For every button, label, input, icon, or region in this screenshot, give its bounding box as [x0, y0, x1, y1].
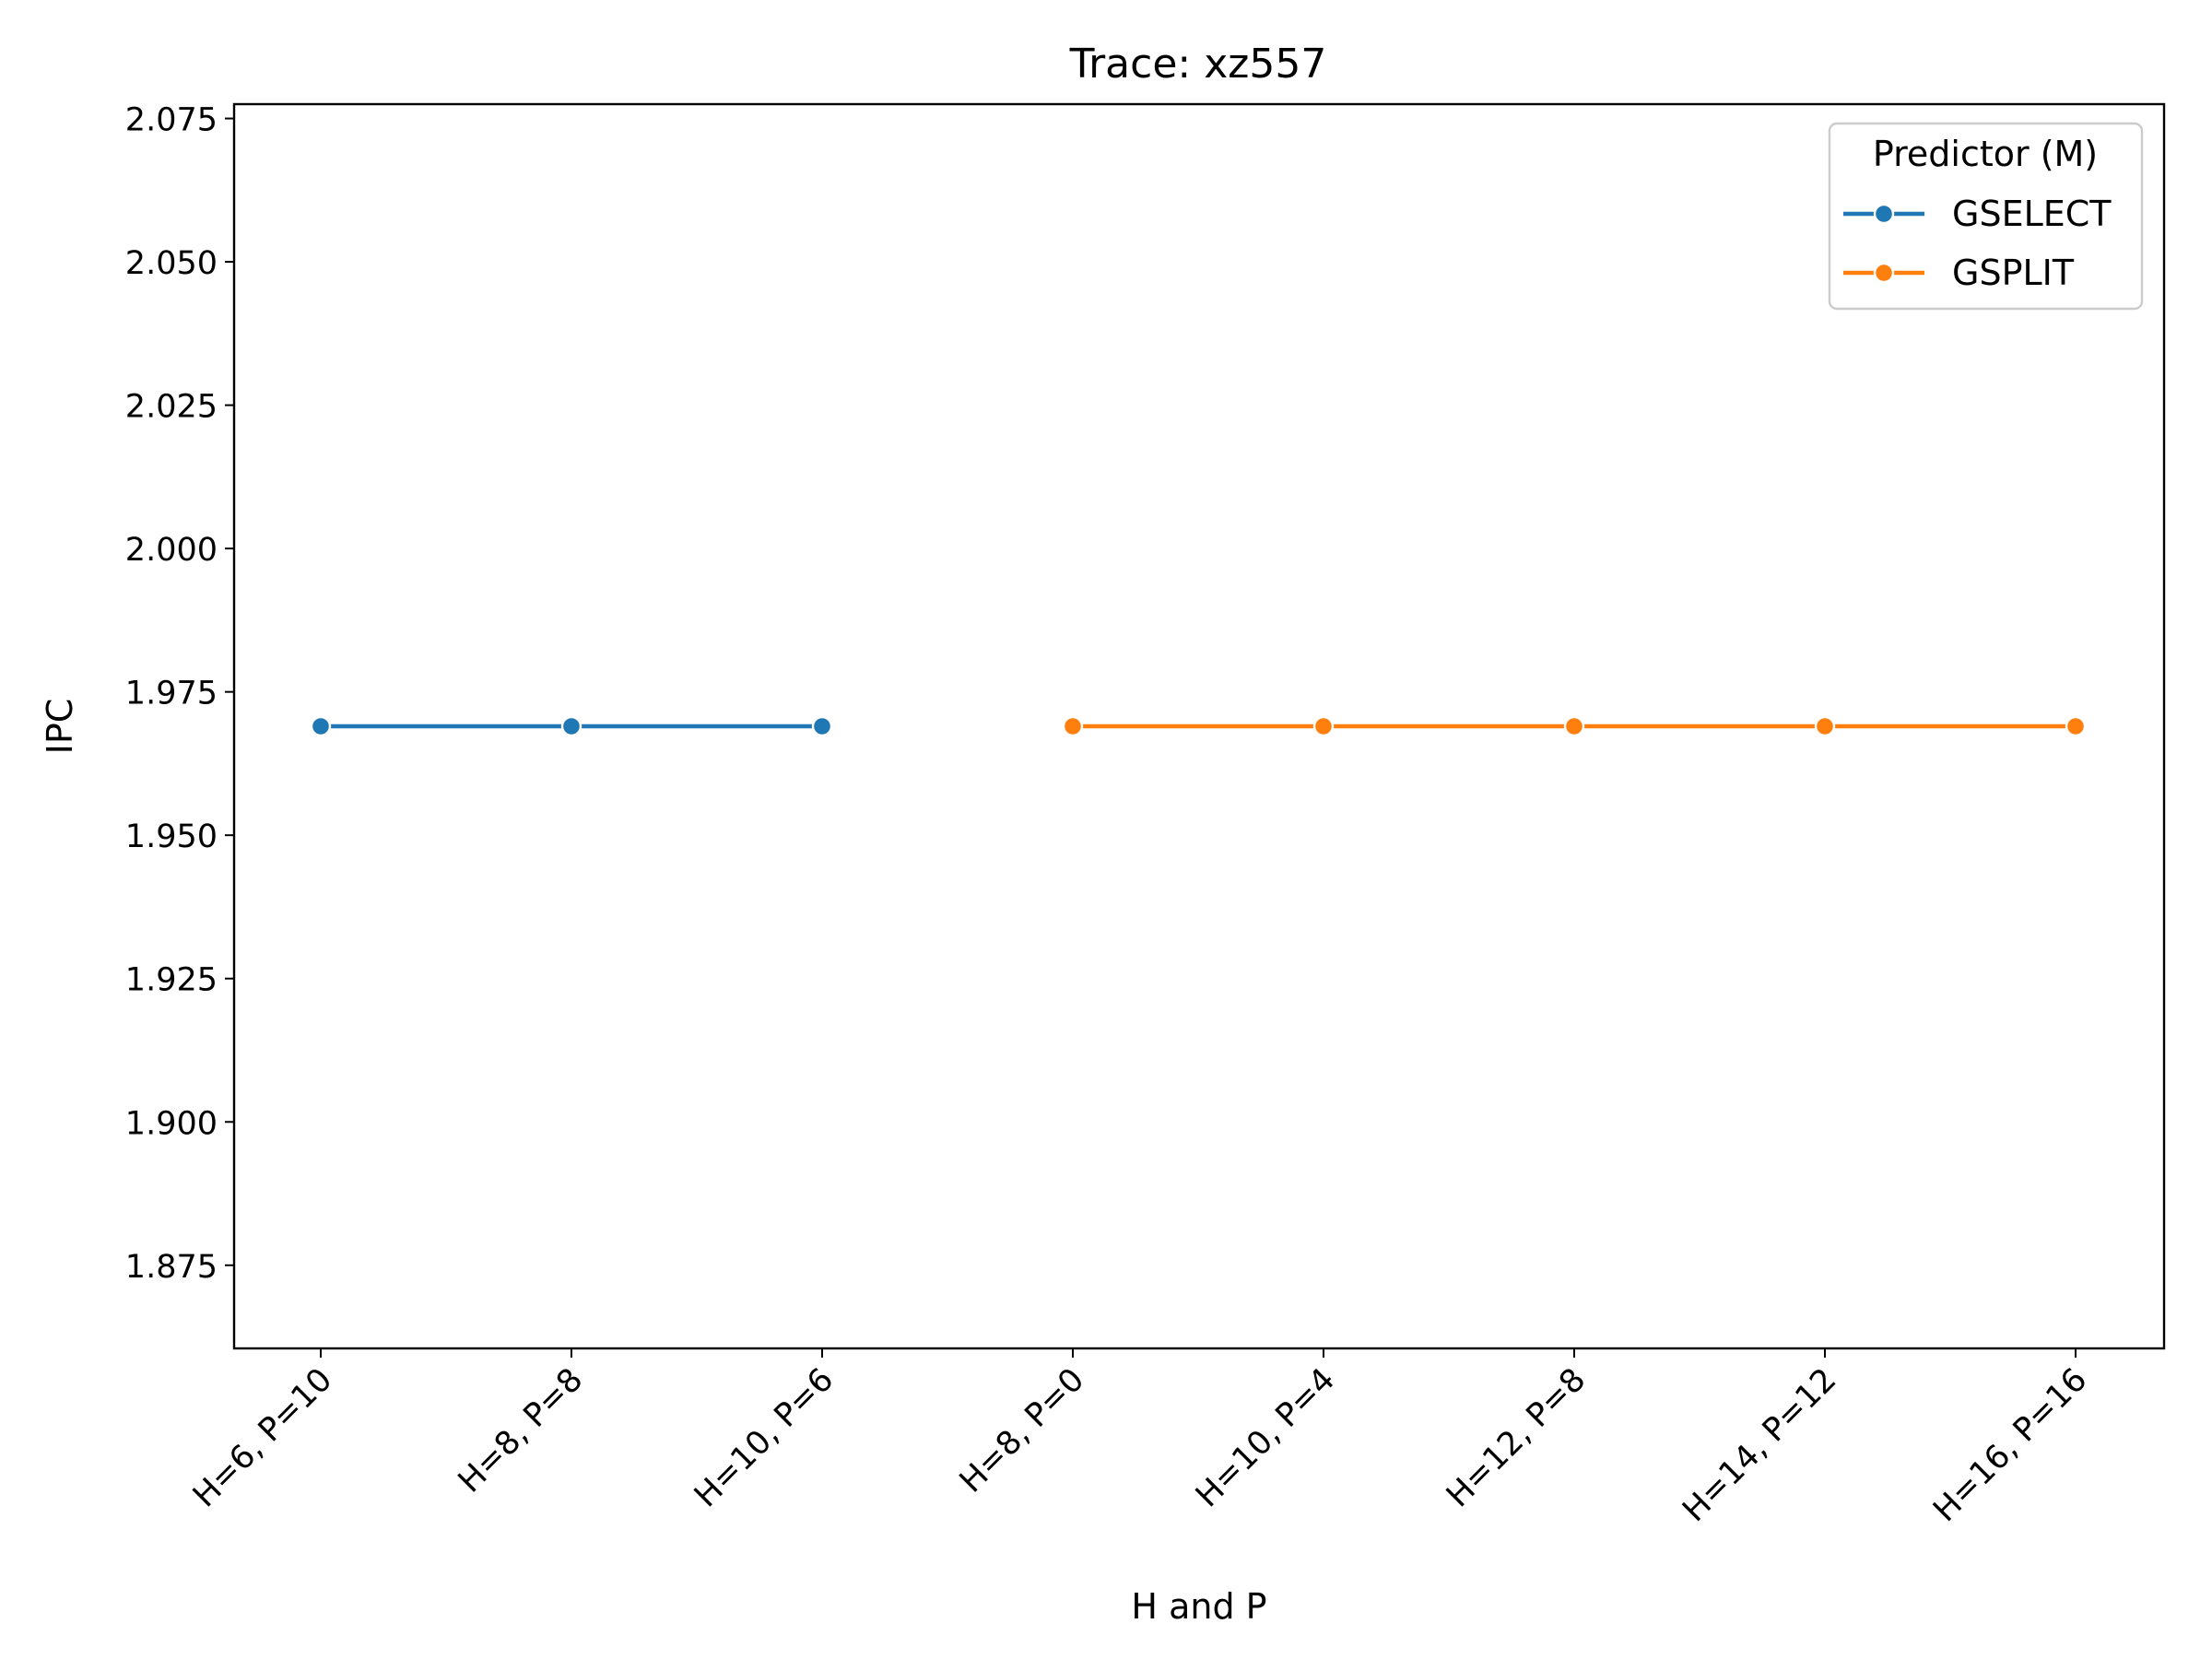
data-point-gsplit — [1312, 715, 1335, 737]
legend-label-gselect: GSELECT — [1952, 194, 2112, 234]
plot-frame — [232, 102, 2166, 1350]
data-point-gselect — [560, 715, 582, 737]
y-tick-label: 2.025 — [125, 389, 218, 426]
y-tick-label: 1.875 — [125, 1249, 218, 1286]
y-tick-label: 2.075 — [125, 102, 218, 139]
x-axis-label: H and P — [1131, 1586, 1266, 1627]
data-point-gselect — [310, 715, 332, 737]
legend-marker-gselect — [1873, 203, 1895, 225]
y-tick-label: 2.050 — [125, 245, 218, 282]
y-axis: 1.875 1.900 1.925 1.950 1.975 2.000 2.025 2.050… — [125, 102, 234, 1286]
legend-label-gsplit: GSPLIT — [1952, 253, 2075, 293]
data-point-gsplit — [1814, 715, 1836, 737]
legend-box — [1828, 122, 2144, 311]
y-tick-label: 2.000 — [125, 532, 218, 569]
chart-title: Trace: xz557 — [1069, 41, 1327, 88]
y-axis-label: IPC — [40, 699, 80, 755]
y-tick-label: 1.925 — [125, 962, 218, 999]
series-layer — [310, 715, 2087, 737]
data-point-gsplit — [1563, 715, 1585, 737]
legend-title: Predictor (M) — [1873, 134, 2098, 174]
legend-marker-gsplit — [1873, 262, 1895, 284]
data-point-gselect — [811, 715, 833, 737]
data-point-gsplit — [2065, 715, 2087, 737]
legend: Predictor (M) GSELECT GSPLIT — [1828, 122, 2144, 311]
y-tick-label: 1.900 — [125, 1105, 218, 1142]
y-tick-label: 1.975 — [125, 676, 218, 712]
legend-entries: GSELECT GSPLIT — [1843, 194, 2112, 293]
data-point-gsplit — [1062, 715, 1084, 737]
y-tick-label: 1.950 — [125, 818, 218, 855]
